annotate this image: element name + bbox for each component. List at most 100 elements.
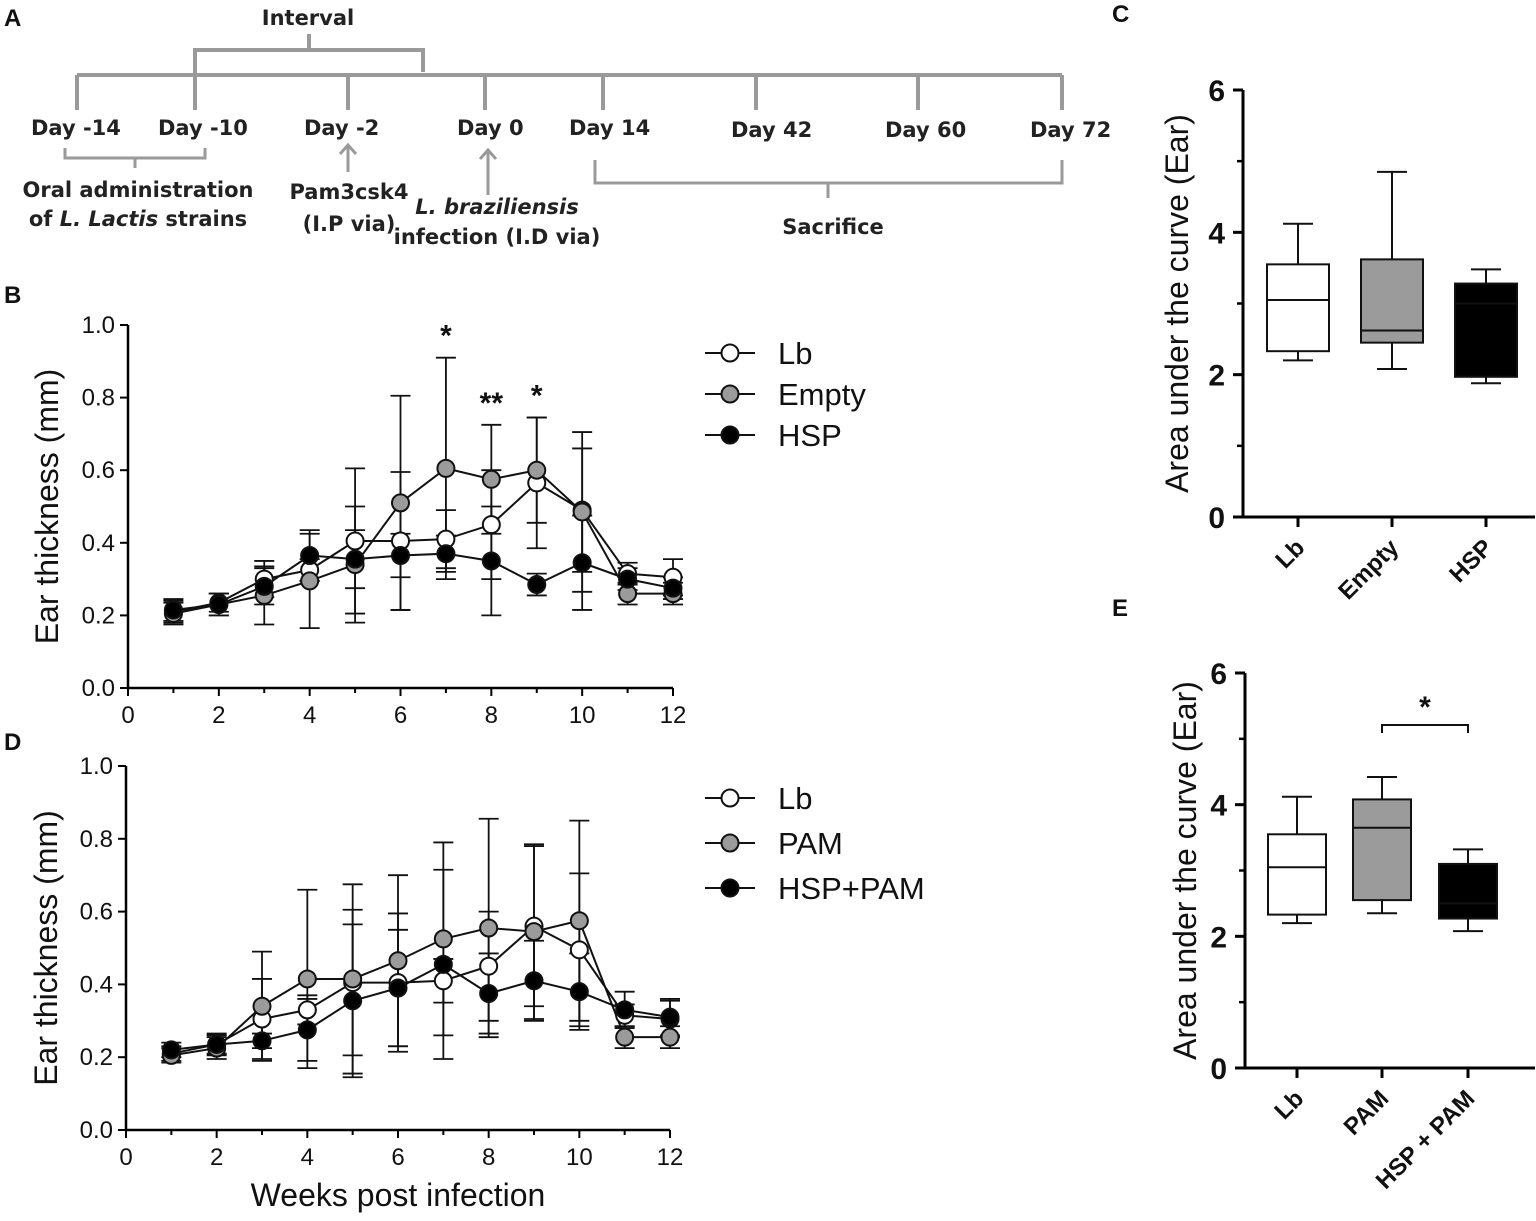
y-tick-label: 4 [1210, 790, 1227, 823]
legend-marker-empty [720, 384, 740, 404]
oral-admin-line2: of L. Lactis strains [29, 207, 247, 231]
data-point-pam [479, 918, 499, 938]
box-hsp-pam [1438, 862, 1498, 920]
data-point-hsp-pam [297, 1020, 317, 1040]
series-line-pam [171, 919, 670, 1057]
day-label-72: Day 72 [1030, 118, 1111, 142]
data-point-pam [660, 1027, 680, 1047]
legend-marker-pam [720, 833, 740, 853]
sacrifice-bracket [593, 160, 1064, 198]
x-tick-label: 0 [119, 1144, 132, 1171]
data-point-empty [527, 460, 547, 480]
legend-marker-lb [720, 343, 740, 363]
box-lb [1267, 833, 1327, 916]
legend-label-pam: PAM [778, 826, 843, 861]
data-point-pam [388, 951, 408, 971]
box-pam [1352, 798, 1412, 902]
x-tick-label: 10 [569, 702, 596, 729]
data-point-pam [297, 969, 317, 989]
data-point-hsp-pam [252, 1031, 272, 1051]
y-tick-label: 2 [1208, 360, 1225, 393]
day-label-m14: Day -14 [31, 116, 121, 140]
y-tick-label: 1.0 [80, 753, 113, 780]
day-label-m10: Day -10 [158, 116, 248, 140]
data-point-hsp-pam [433, 954, 453, 974]
chart-c: 0 2 4 6 Area under the curve (Ear) Lb Empty HSP [1159, 75, 1535, 605]
data-point-hsp [436, 544, 456, 564]
legend-label-lb: Lb [778, 336, 812, 371]
x-tick-label: 4 [303, 702, 316, 729]
infection-arrow-icon [478, 147, 498, 195]
x-tick-label: 12 [657, 1144, 684, 1171]
significance-marker: * [1419, 691, 1431, 724]
x-tick-label: 0 [121, 702, 134, 729]
y-tick-label: 0.2 [80, 1044, 113, 1071]
panel-label-b: B [4, 282, 21, 309]
data-point-hsp-pam [569, 982, 589, 1002]
y-tick-label: 0 [1208, 502, 1225, 535]
legend-marker-hsp-pam [720, 878, 740, 898]
x-tick-label: 4 [301, 1144, 314, 1171]
x-tick-label: 2 [212, 702, 225, 729]
data-point-hsp [300, 546, 320, 566]
x-tick-label: 6 [391, 1144, 404, 1171]
day-label-14: Day 14 [569, 116, 650, 140]
sacrifice-label: Sacrifice [782, 215, 884, 239]
data-point-hsp-pam [207, 1034, 227, 1054]
y-tick-label: 6 [1210, 658, 1227, 691]
day-label-0: Day 0 [457, 116, 524, 140]
legend-label-hsp: HSP [778, 418, 842, 453]
significance-marker: ** [480, 387, 504, 420]
data-point-lb [345, 531, 365, 551]
data-point-lb [569, 940, 589, 960]
x-tick-label: 8 [485, 702, 498, 729]
interval-bracket [193, 34, 425, 75]
significance-marker: * [440, 320, 452, 353]
category-label-lb: Lb [1269, 1085, 1309, 1125]
category-label-hsp: HSP [1444, 534, 1498, 588]
series-line-lb [171, 924, 671, 1055]
category-label-empty: Empty [1333, 534, 1404, 605]
y-tick-label: 1.0 [82, 312, 115, 339]
x-tick-label: 2 [210, 1144, 223, 1171]
y-tick-label: 6 [1208, 75, 1225, 108]
y-tick-label: 0.6 [80, 899, 113, 926]
data-point-empty [391, 493, 410, 513]
data-point-hsp [663, 578, 683, 598]
panel-label-c: C [1112, 1, 1129, 28]
data-point-lb [479, 956, 499, 976]
legend-marker-lb [720, 788, 740, 808]
box-empty [1360, 258, 1424, 344]
x-tick-label: 6 [394, 702, 407, 729]
data-point-hsp [618, 569, 638, 589]
pam-label-line1: Pam3csk4 [289, 180, 408, 204]
legend-label-lb: Lb [778, 781, 812, 816]
data-point-hsp [345, 549, 365, 569]
data-point-pam [252, 996, 272, 1016]
y-tick-label: 0.4 [82, 530, 115, 557]
day-label-60: Day 60 [885, 118, 966, 142]
y-tick-label: 4 [1208, 217, 1225, 250]
y-axis-title: Ear thickness (mm) [29, 369, 65, 645]
data-point-hsp-pam [615, 1000, 635, 1020]
y-tick-label: 0.4 [80, 971, 113, 998]
data-point-pam [433, 929, 453, 949]
pam-arrow-icon [338, 142, 358, 172]
x-axis-title: Weeks post infection [251, 1177, 546, 1213]
data-point-hsp-pam [524, 971, 544, 991]
series-line-hsp [173, 552, 674, 611]
y-axis-title: Area under the curve (Ear) [1167, 681, 1203, 1060]
data-point-hsp-pam [343, 991, 363, 1011]
y-tick-label: 0.6 [82, 457, 115, 484]
y-tick-label: 0.2 [82, 602, 115, 629]
x-tick-label: 12 [660, 702, 687, 729]
data-point-empty [300, 571, 320, 591]
data-point-lb [297, 1000, 317, 1020]
significance-bracket [1381, 724, 1469, 733]
interval-label: Interval [262, 6, 354, 30]
oral-bracket [63, 148, 207, 168]
data-point-empty [481, 469, 501, 489]
x-tick-label: 8 [482, 1144, 495, 1171]
chart-d: 0 2 4 6 8 10 12 0.0 0.2 0.4 0.6 0.8 1.0 Ear thickness… [28, 753, 925, 1213]
